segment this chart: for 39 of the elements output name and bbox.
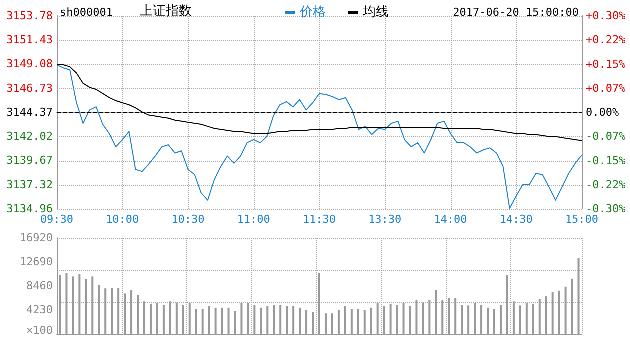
y2-tick-label: +0.22% — [586, 34, 626, 47]
y-tick-label: 4230 — [26, 304, 53, 316]
y2-tick-label: +0.07% — [586, 82, 626, 95]
chart-title: 上证指数 — [140, 4, 192, 19]
x-tick-label: 13:30 — [368, 213, 402, 226]
y-tick-label: 3137.32 — [6, 178, 53, 192]
y-tick-label: 16920 — [20, 232, 53, 244]
y-tick-label: 3149.08 — [6, 58, 53, 71]
x-tick-label: 14:30 — [500, 213, 533, 226]
y-tick-label: 12690 — [20, 256, 53, 268]
x-tick-label: 11:00 — [237, 213, 270, 226]
x-tick-label: 14:00 — [434, 213, 468, 226]
y2-tick-label: 0.00% — [586, 106, 620, 119]
y2-tick-label: -0.07% — [586, 130, 626, 144]
x-tick-label: 11:30 — [302, 213, 336, 226]
y-tick-label: 3144.37 — [6, 106, 53, 119]
y-tick-label: 3142.02 — [6, 130, 53, 144]
y2-tick-label: -0.30% — [586, 202, 626, 216]
legend-label: 均线 — [362, 5, 389, 20]
chart-subtitle: sh000001 — [60, 6, 113, 19]
annotation: 2017-06-20 15:00:00 — [453, 6, 580, 19]
y-tick-label: 8460 — [26, 280, 53, 292]
x-tick-label: 10:00 — [106, 213, 140, 226]
y-tick-label: 3151.43 — [6, 34, 53, 47]
x-tick-label: 15:00 — [565, 213, 599, 226]
x-tick-label: 10:30 — [172, 213, 205, 226]
y2-tick-label: +0.30% — [586, 10, 626, 22]
y2-tick-label: -0.22% — [586, 178, 626, 192]
y2-tick-label: +0.15% — [586, 58, 626, 71]
y-tick-label: 3139.67 — [6, 154, 53, 168]
y-tick-label: 3153.78 — [6, 10, 53, 22]
line-series — [56, 64, 582, 142]
y-axis-title: ×100 — [26, 324, 53, 337]
x-tick-label: 09:30 — [40, 213, 74, 226]
y2-tick-label: -0.15% — [586, 154, 626, 168]
y-tick-label: 3146.73 — [6, 82, 53, 95]
y-tick-label: 3134.96 — [6, 202, 53, 216]
legend-label: 价格 — [299, 5, 326, 20]
line-series — [56, 64, 582, 210]
